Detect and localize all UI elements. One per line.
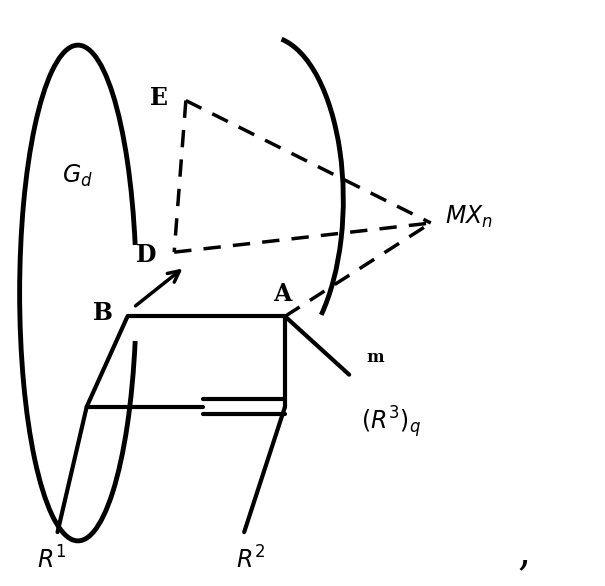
Text: $(R^3)_q$: $(R^3)_q$	[361, 404, 420, 440]
Text: A: A	[273, 282, 292, 306]
Text: ,: ,	[517, 532, 531, 574]
Text: $G_d$: $G_d$	[62, 163, 93, 189]
Text: $R^2$: $R^2$	[235, 547, 264, 574]
Text: $R^1$: $R^1$	[38, 547, 66, 574]
Text: E: E	[151, 86, 168, 110]
Text: B: B	[93, 301, 113, 325]
Text: $MX_n$: $MX_n$	[445, 204, 493, 230]
Text: m: m	[367, 349, 384, 366]
Text: D: D	[136, 243, 157, 267]
